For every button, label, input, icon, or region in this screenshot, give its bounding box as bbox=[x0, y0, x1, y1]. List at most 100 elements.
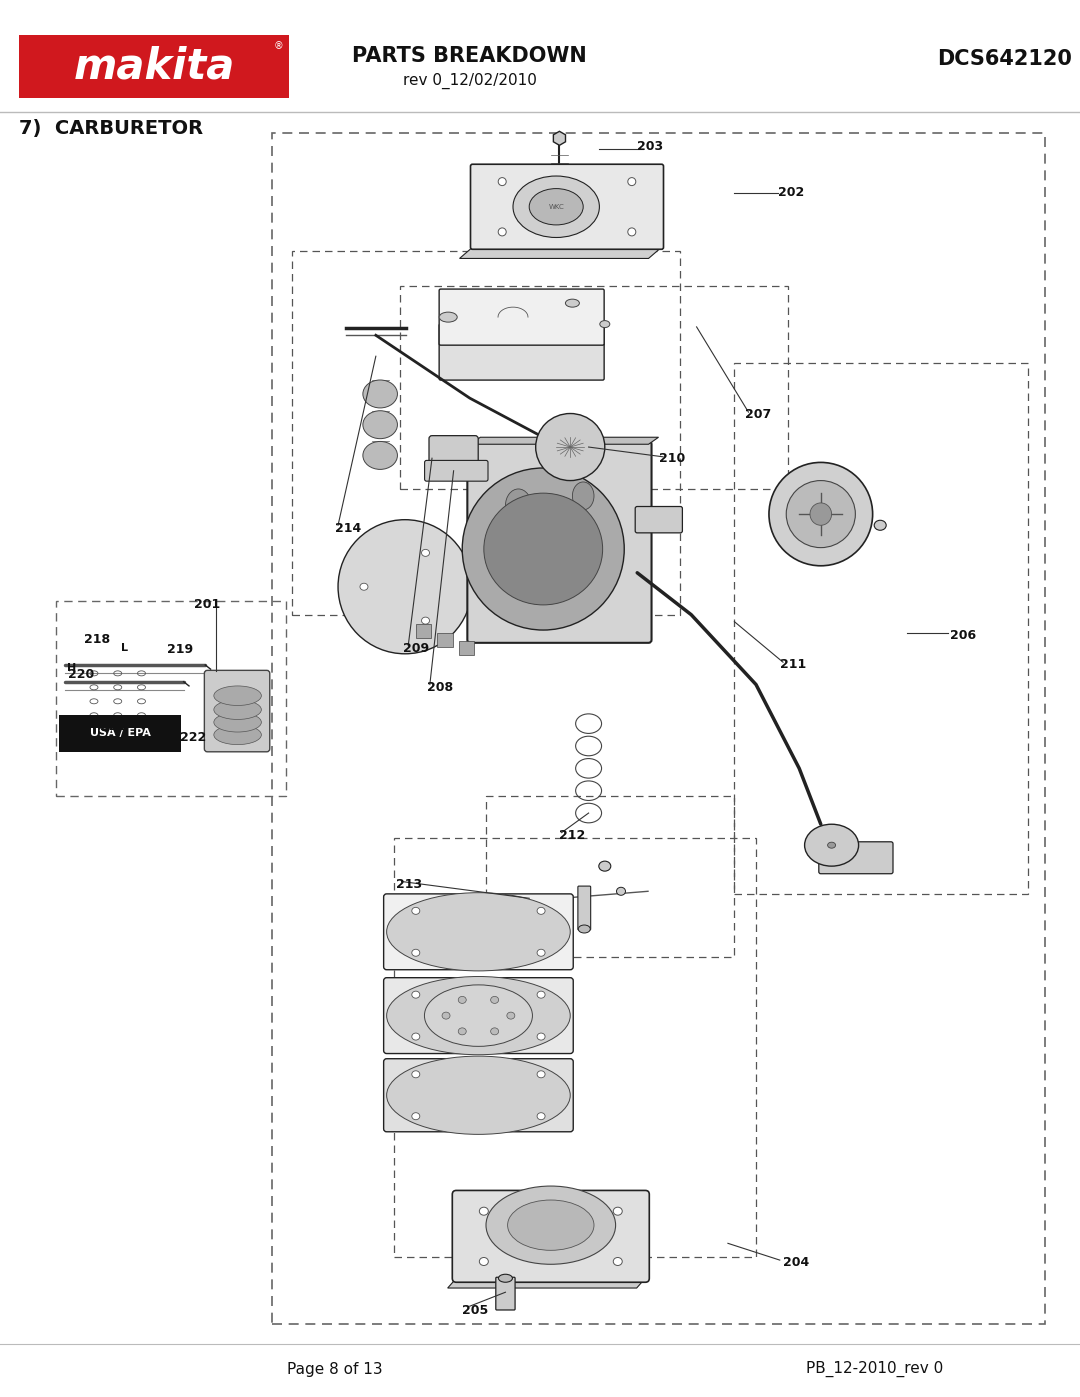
Ellipse shape bbox=[827, 842, 836, 848]
Ellipse shape bbox=[578, 925, 591, 933]
Ellipse shape bbox=[440, 312, 457, 323]
FancyBboxPatch shape bbox=[578, 886, 591, 930]
Ellipse shape bbox=[786, 481, 855, 548]
Text: 203: 203 bbox=[637, 140, 663, 154]
Ellipse shape bbox=[810, 503, 832, 525]
Text: 214: 214 bbox=[335, 521, 361, 535]
Ellipse shape bbox=[769, 462, 873, 566]
Ellipse shape bbox=[214, 712, 261, 732]
Text: 208: 208 bbox=[427, 680, 453, 694]
Bar bbox=[416, 624, 431, 638]
Ellipse shape bbox=[214, 686, 261, 705]
Bar bbox=[56, 601, 286, 796]
Ellipse shape bbox=[498, 177, 507, 186]
Text: 213: 213 bbox=[396, 877, 422, 891]
Text: USA / EPA: USA / EPA bbox=[90, 728, 151, 739]
Ellipse shape bbox=[480, 1207, 488, 1215]
Bar bbox=[734, 363, 1028, 894]
Bar bbox=[459, 641, 474, 655]
Ellipse shape bbox=[480, 1257, 488, 1266]
Polygon shape bbox=[471, 437, 659, 444]
Text: DCS642120: DCS642120 bbox=[937, 49, 1071, 68]
Ellipse shape bbox=[411, 1112, 420, 1120]
FancyBboxPatch shape bbox=[424, 461, 488, 481]
Ellipse shape bbox=[599, 320, 610, 328]
Text: 206: 206 bbox=[950, 629, 976, 643]
Ellipse shape bbox=[363, 380, 397, 408]
Text: 209: 209 bbox=[403, 641, 429, 655]
Ellipse shape bbox=[411, 949, 420, 957]
FancyBboxPatch shape bbox=[383, 1059, 573, 1132]
Ellipse shape bbox=[537, 1032, 545, 1041]
FancyBboxPatch shape bbox=[440, 324, 604, 380]
Ellipse shape bbox=[214, 700, 261, 719]
Bar bbox=[272, 133, 1045, 1324]
Text: Page 8 of 13: Page 8 of 13 bbox=[287, 1362, 382, 1376]
Ellipse shape bbox=[387, 977, 570, 1055]
Ellipse shape bbox=[508, 1200, 594, 1250]
Ellipse shape bbox=[627, 228, 636, 236]
Ellipse shape bbox=[411, 1032, 420, 1041]
Text: 207: 207 bbox=[745, 408, 771, 422]
Ellipse shape bbox=[505, 489, 531, 522]
FancyBboxPatch shape bbox=[453, 1190, 649, 1282]
Ellipse shape bbox=[424, 985, 532, 1046]
Text: 212: 212 bbox=[559, 828, 585, 842]
Ellipse shape bbox=[529, 189, 583, 225]
Text: PB_12-2010_rev 0: PB_12-2010_rev 0 bbox=[806, 1361, 944, 1377]
Ellipse shape bbox=[214, 725, 261, 745]
Ellipse shape bbox=[411, 907, 420, 915]
Text: WKC: WKC bbox=[549, 204, 564, 210]
Ellipse shape bbox=[458, 1028, 467, 1035]
Text: PARTS BREAKDOWN: PARTS BREAKDOWN bbox=[352, 46, 588, 66]
FancyBboxPatch shape bbox=[440, 289, 604, 345]
Ellipse shape bbox=[598, 861, 611, 872]
Ellipse shape bbox=[627, 177, 636, 186]
FancyBboxPatch shape bbox=[204, 671, 270, 752]
Ellipse shape bbox=[484, 493, 603, 605]
Bar bbox=[59, 715, 181, 752]
FancyBboxPatch shape bbox=[468, 441, 651, 643]
Text: 202: 202 bbox=[778, 186, 804, 200]
Text: 204: 204 bbox=[783, 1256, 809, 1270]
Ellipse shape bbox=[387, 1056, 570, 1134]
FancyBboxPatch shape bbox=[429, 436, 478, 469]
Ellipse shape bbox=[411, 990, 420, 999]
Ellipse shape bbox=[613, 1257, 622, 1266]
Ellipse shape bbox=[537, 949, 545, 957]
Ellipse shape bbox=[537, 990, 545, 999]
FancyBboxPatch shape bbox=[383, 978, 573, 1053]
Ellipse shape bbox=[360, 583, 368, 591]
Ellipse shape bbox=[486, 1186, 616, 1264]
Ellipse shape bbox=[421, 549, 430, 556]
Polygon shape bbox=[447, 1278, 646, 1288]
Text: makita: makita bbox=[73, 45, 235, 88]
Bar bbox=[394, 838, 756, 1257]
Text: 201: 201 bbox=[194, 598, 220, 612]
Text: 205: 205 bbox=[462, 1303, 488, 1317]
Ellipse shape bbox=[499, 1274, 512, 1282]
Text: 7)  CARBURETOR: 7) CARBURETOR bbox=[19, 119, 203, 138]
Ellipse shape bbox=[363, 441, 397, 469]
Ellipse shape bbox=[507, 1011, 515, 1020]
Ellipse shape bbox=[617, 887, 625, 895]
Ellipse shape bbox=[874, 520, 887, 531]
Ellipse shape bbox=[572, 482, 594, 510]
FancyBboxPatch shape bbox=[819, 842, 893, 873]
Ellipse shape bbox=[387, 893, 570, 971]
Text: 210: 210 bbox=[659, 451, 685, 465]
Ellipse shape bbox=[513, 176, 599, 237]
Ellipse shape bbox=[462, 468, 624, 630]
Ellipse shape bbox=[805, 824, 859, 866]
Text: 219: 219 bbox=[167, 643, 193, 657]
Ellipse shape bbox=[458, 996, 467, 1003]
Polygon shape bbox=[460, 247, 661, 258]
FancyBboxPatch shape bbox=[496, 1277, 515, 1310]
Ellipse shape bbox=[537, 907, 545, 915]
Bar bbox=[292, 251, 680, 615]
Bar bbox=[19, 35, 289, 98]
Text: ®: ® bbox=[273, 41, 283, 50]
Bar bbox=[400, 286, 788, 489]
FancyBboxPatch shape bbox=[635, 507, 683, 532]
Ellipse shape bbox=[338, 520, 472, 654]
